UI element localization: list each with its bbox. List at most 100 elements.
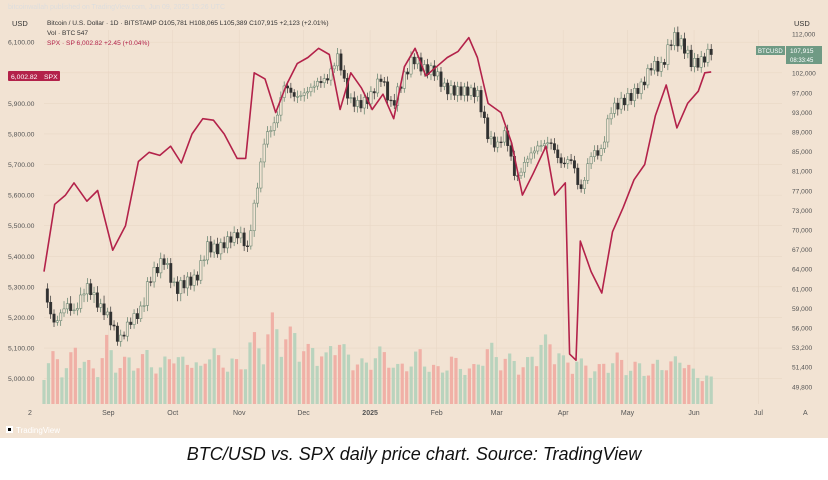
volume-bar xyxy=(127,357,131,404)
candle-body xyxy=(446,82,450,95)
candle-body xyxy=(586,163,590,181)
candle-body xyxy=(152,267,156,283)
volume-bars xyxy=(42,312,713,404)
candle-body xyxy=(172,281,176,283)
candle-body xyxy=(112,324,116,327)
candle-body xyxy=(102,303,106,316)
volume-bar xyxy=(190,367,194,404)
candle-body xyxy=(699,56,703,68)
volume-bar xyxy=(597,364,601,404)
volume-bar xyxy=(342,344,346,404)
volume-bar xyxy=(552,364,557,404)
candle-body xyxy=(319,81,323,84)
candle-body xyxy=(322,78,326,84)
volume-bar xyxy=(682,368,686,404)
candle-body xyxy=(312,85,316,88)
x-tick-label: 2025 xyxy=(362,410,378,417)
volume-bar xyxy=(337,344,342,404)
candle-body xyxy=(179,280,183,294)
volume-bar xyxy=(709,376,713,404)
volume-bar xyxy=(51,351,55,404)
btc-badge-value: 107,915 xyxy=(790,48,814,55)
candle-body xyxy=(466,86,470,96)
candle-body xyxy=(59,312,63,321)
candle-body xyxy=(69,303,73,311)
volume-bar xyxy=(360,358,364,404)
volume-bar xyxy=(293,333,297,404)
candle-body xyxy=(703,56,706,63)
volume-bar xyxy=(561,355,566,404)
candle-body xyxy=(472,87,476,97)
volume-bar xyxy=(60,377,64,404)
candle-body xyxy=(636,88,640,94)
volume-bar xyxy=(526,357,530,404)
volume-bar xyxy=(423,366,427,404)
candle-body xyxy=(616,102,620,110)
candle-body xyxy=(109,311,113,326)
candle-body xyxy=(449,85,453,95)
tradingview-chart: 6,100.006,000.005,900.005,800.005,700.00… xyxy=(0,0,828,438)
candle-body xyxy=(209,241,213,253)
candle-body xyxy=(356,100,360,107)
candle-body xyxy=(326,78,330,81)
candle-body xyxy=(683,38,686,54)
volume-bar xyxy=(405,371,409,404)
candle-body xyxy=(242,232,246,247)
volume-bar xyxy=(499,370,503,404)
candle-body xyxy=(132,313,136,325)
x-axis-corner-label: A xyxy=(803,410,808,417)
volume-bar xyxy=(208,359,212,404)
volume-bar xyxy=(651,363,655,404)
volume-bar xyxy=(611,363,615,404)
volume-bar xyxy=(297,361,301,404)
volume-bar xyxy=(606,372,610,404)
spx-legend-line: SPX · SP 6,002.82 +2.45 (+0.04%) xyxy=(47,40,150,47)
candle-body xyxy=(216,243,219,255)
volume-bar xyxy=(64,368,68,404)
candle-body xyxy=(416,57,420,65)
x-tick-label: Nov xyxy=(233,410,246,417)
volume-bar xyxy=(369,369,373,404)
candle-body xyxy=(236,232,239,239)
candle-body xyxy=(389,99,393,102)
candle-body xyxy=(623,97,626,106)
x-tick-label: Jul xyxy=(754,410,763,417)
volume-bar xyxy=(664,370,669,404)
volume-bar xyxy=(194,362,198,404)
volume-bar xyxy=(431,364,436,404)
candle-body xyxy=(159,258,163,274)
candle-body xyxy=(392,100,396,106)
candle-body xyxy=(316,81,320,87)
candle-body xyxy=(82,293,86,296)
candle-body xyxy=(372,91,376,94)
spx-price-badge xyxy=(8,71,60,81)
candle-body xyxy=(72,309,76,312)
volume-line: Vol · BTC 547 xyxy=(47,30,88,37)
left-tick-label: 5,700.00 xyxy=(8,162,35,169)
right-tick-label: 73,000 xyxy=(792,208,813,215)
volume-bar xyxy=(176,357,180,404)
candle-body xyxy=(79,294,83,309)
volume-bar xyxy=(203,363,207,404)
candle-body xyxy=(643,81,646,86)
volume-bar xyxy=(167,359,171,404)
volume-bar xyxy=(655,359,660,404)
candle-body xyxy=(382,81,386,83)
candle-body xyxy=(656,60,660,72)
candle-body xyxy=(576,167,580,185)
left-tick-label: 6,100.00 xyxy=(8,40,35,47)
volume-bar xyxy=(302,351,306,404)
volume-bar xyxy=(570,373,574,404)
volume-bar xyxy=(400,363,404,404)
candle-body xyxy=(349,97,353,99)
candle-body xyxy=(122,334,126,337)
volume-bar xyxy=(91,368,95,404)
candle-body xyxy=(476,90,480,97)
volume-bar xyxy=(311,347,315,404)
candle-body xyxy=(536,145,540,152)
volume-bar xyxy=(239,369,243,404)
volume-bar xyxy=(629,370,633,404)
btc-symbol-badge xyxy=(756,46,785,55)
candle-body xyxy=(129,321,133,325)
candle-body xyxy=(52,313,56,323)
